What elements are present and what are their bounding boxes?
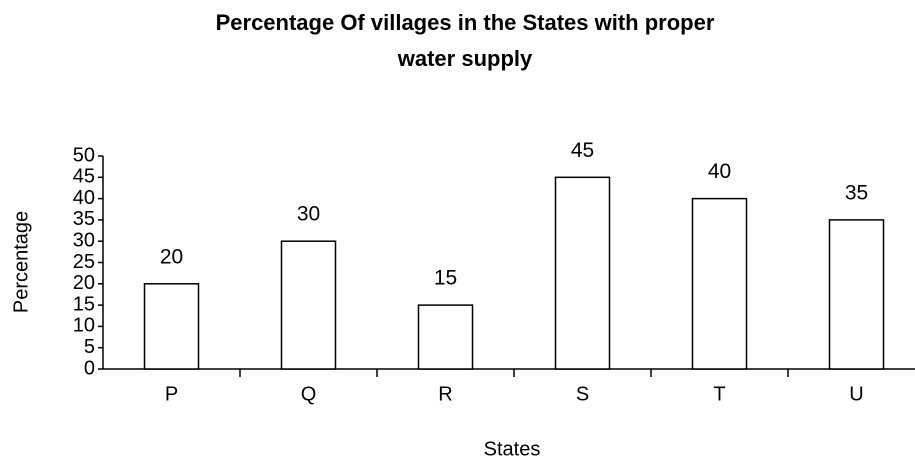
- x-tick-label: U: [849, 383, 863, 405]
- bar: [280, 240, 337, 370]
- bar: [691, 197, 748, 370]
- value-label: 20: [160, 245, 183, 268]
- x-tick-label: Q: [301, 383, 317, 405]
- y-tick-label: 50: [73, 144, 95, 166]
- bar: [417, 304, 474, 370]
- y-tick-label: 10: [73, 315, 95, 337]
- chart-title: water supply: [397, 46, 533, 71]
- x-tick-label: R: [438, 383, 452, 405]
- value-label: 15: [434, 267, 457, 290]
- bar: [554, 176, 611, 370]
- value-label: 35: [845, 181, 868, 204]
- y-tick-label: 25: [73, 251, 95, 273]
- bar: [143, 283, 200, 370]
- y-tick-label: 45: [73, 166, 95, 188]
- value-label: 30: [297, 203, 320, 226]
- value-label: 45: [571, 139, 594, 162]
- bar: [828, 219, 885, 370]
- y-tick-label: 5: [84, 336, 95, 358]
- y-tick-label: 0: [84, 357, 95, 379]
- y-tick-label: 15: [73, 293, 95, 315]
- y-tick-label: 35: [73, 208, 95, 230]
- y-tick-label: 20: [73, 272, 95, 294]
- x-tick-label: P: [165, 383, 178, 405]
- y-tick-label: 40: [73, 187, 95, 209]
- chart-title: Percentage Of villages in the States wit…: [216, 10, 715, 35]
- x-tick-label: T: [713, 383, 725, 405]
- y-tick-label: 30: [73, 229, 95, 251]
- x-tick-label: S: [576, 383, 589, 405]
- value-label: 40: [708, 160, 731, 183]
- x-axis-label: States: [484, 438, 541, 460]
- y-axis-label: Percentage: [10, 211, 32, 313]
